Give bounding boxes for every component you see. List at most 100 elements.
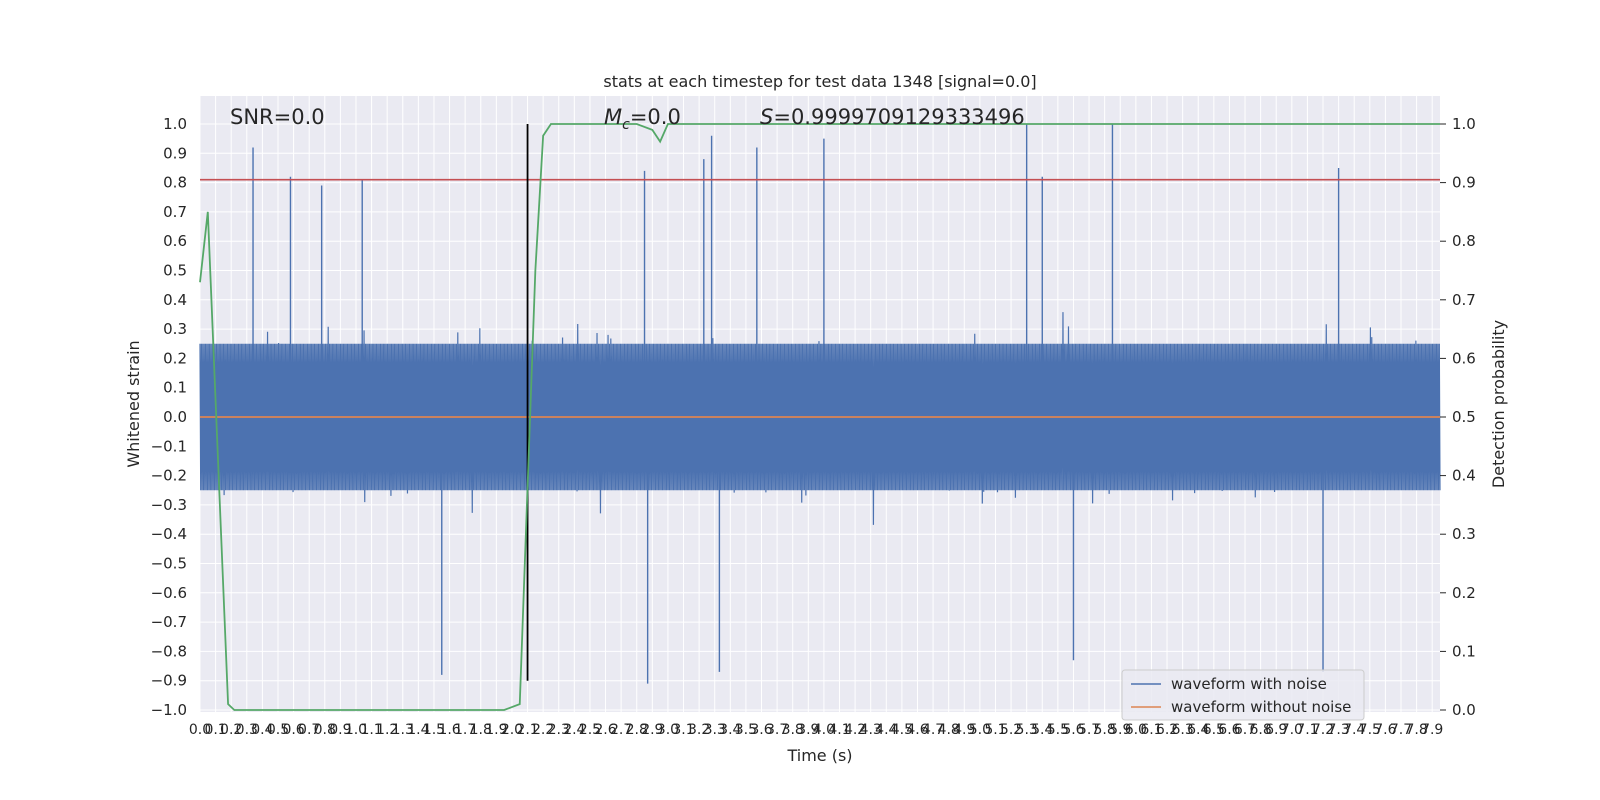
x-tick-label: 3.6 bbox=[750, 722, 772, 738]
x-tick-label: 2.4 bbox=[563, 722, 585, 738]
y-tick-label: 0.4 bbox=[163, 291, 187, 309]
y-right-tick-label: 0.1 bbox=[1452, 642, 1476, 660]
x-tick-label: 0.7 bbox=[298, 722, 320, 738]
x-tick-label: 5.2 bbox=[1000, 722, 1022, 738]
y-tick-label: 0.8 bbox=[163, 174, 187, 192]
y-tick-label: −0.4 bbox=[151, 525, 187, 543]
y-tick-label: −0.8 bbox=[151, 642, 187, 660]
x-tick-label: 1.8 bbox=[470, 722, 492, 738]
x-tick-label: 5.1 bbox=[984, 722, 1006, 738]
legend-label-clean: waveform without noise bbox=[1171, 698, 1351, 716]
s-annotation: S=0.9999709129333496 bbox=[760, 105, 1025, 129]
x-tick-label: 7.3 bbox=[1327, 722, 1349, 738]
chirp-mass-symbol: M bbox=[604, 105, 622, 129]
y-right-tick-label: 0.9 bbox=[1452, 174, 1476, 192]
x-tick-label: 3.2 bbox=[688, 722, 710, 738]
overlays bbox=[199, 123, 1440, 711]
y-tick-label: 0.2 bbox=[163, 349, 187, 367]
x-tick-label: 0.5 bbox=[267, 722, 289, 738]
x-tick-label: 6.1 bbox=[1140, 722, 1162, 738]
x-tick-label: 1.1 bbox=[360, 722, 382, 738]
y-tick-label: −0.1 bbox=[151, 437, 187, 455]
x-tick-label: 2.7 bbox=[610, 722, 632, 738]
y-tick-label: 0.3 bbox=[163, 320, 187, 338]
x-tick-label: 3.3 bbox=[704, 722, 726, 738]
x-tick-label: 0.8 bbox=[314, 722, 336, 738]
x-tick-label: 0.4 bbox=[251, 722, 273, 738]
y-axis-right-label: Detection probability bbox=[1489, 320, 1508, 488]
x-tick-label: 3.7 bbox=[766, 722, 788, 738]
y-tick-label: −0.6 bbox=[151, 584, 187, 602]
x-tick-label: 4.5 bbox=[891, 722, 913, 738]
y-tick-label: −0.7 bbox=[151, 613, 187, 631]
x-tick-label: 0.1 bbox=[204, 722, 226, 738]
x-tick-label: 0.6 bbox=[282, 722, 304, 738]
x-tick-label: 6.6 bbox=[1218, 722, 1240, 738]
x-tick-label: 1.3 bbox=[392, 722, 414, 738]
x-tick-label: 5.3 bbox=[1016, 722, 1038, 738]
x-tick-label: 0.9 bbox=[329, 722, 351, 738]
x-tick-label: 7.1 bbox=[1296, 722, 1318, 738]
y-tick-label: 0.1 bbox=[163, 379, 187, 397]
y-tick-label: 0.7 bbox=[163, 203, 187, 221]
y-right-tick-label: 0.4 bbox=[1452, 467, 1476, 485]
x-tick-label: 4.0 bbox=[813, 722, 835, 738]
x-axis-label: Time (s) bbox=[786, 746, 852, 765]
y-tick-label: −1.0 bbox=[151, 701, 187, 719]
y-right-tick-label: 0.2 bbox=[1452, 584, 1476, 602]
x-tick-label: 5.6 bbox=[1062, 722, 1084, 738]
x-tick-label: 6.5 bbox=[1203, 722, 1225, 738]
y-tick-label: −0.9 bbox=[151, 672, 187, 690]
x-tick-label: 1.9 bbox=[485, 722, 507, 738]
x-tick-label: 7.6 bbox=[1374, 722, 1396, 738]
x-tick-label: 2.1 bbox=[516, 722, 538, 738]
y-right-tick-label: 0.0 bbox=[1452, 701, 1476, 719]
x-tick-label: 2.9 bbox=[641, 722, 663, 738]
x-tick-label: 3.9 bbox=[797, 722, 819, 738]
chirp-mass-value: =0.0 bbox=[630, 105, 681, 129]
x-tick-label: 6.7 bbox=[1234, 722, 1256, 738]
snr-annotation: SNR=0.0 bbox=[230, 105, 325, 129]
x-tick-label: 1.5 bbox=[423, 722, 445, 738]
y-axis-right-ticks: 0.0 0.1 0.2 0.3 0.4 0.5 0.6 0.7 0.8 0.9 1.0 bbox=[1440, 115, 1476, 719]
x-tick-label: 4.8 bbox=[938, 722, 960, 738]
y-tick-label: −0.3 bbox=[151, 496, 187, 514]
y-right-tick-label: 0.5 bbox=[1452, 408, 1476, 426]
chart-title: stats at each timestep for test data 134… bbox=[603, 72, 1036, 91]
x-tick-label: 2.5 bbox=[579, 722, 601, 738]
detection-probability-line bbox=[199, 123, 1440, 711]
x-tick-label: 0.0 bbox=[189, 722, 211, 738]
chirp-mass-subscript: c bbox=[622, 117, 630, 133]
y-axis-label: Whitened strain bbox=[124, 340, 143, 467]
x-tick-label: 5.5 bbox=[1047, 722, 1069, 738]
y-axis-ticks: −1.0 −0.9 −0.8 −0.7 −0.6 −0.5 −0.4 −0.3 −0.2 −0.1… bbox=[151, 115, 187, 719]
x-tick-label: 2.0 bbox=[501, 722, 523, 738]
x-tick-label: 6.4 bbox=[1187, 722, 1209, 738]
x-tick-label: 2.3 bbox=[548, 722, 570, 738]
y-right-tick-label: 0.3 bbox=[1452, 525, 1476, 543]
x-tick-label: 5.4 bbox=[1031, 722, 1053, 738]
x-tick-label: 1.7 bbox=[454, 722, 476, 738]
legend-label-noise: waveform with noise bbox=[1171, 675, 1327, 693]
x-tick-label: 7.0 bbox=[1281, 722, 1303, 738]
x-tick-label: 3.4 bbox=[719, 722, 741, 738]
legend-box bbox=[1121, 669, 1365, 721]
x-tick-label: 4.1 bbox=[828, 722, 850, 738]
y-right-tick-label: 0.7 bbox=[1452, 291, 1476, 309]
x-tick-label: 3.8 bbox=[782, 722, 804, 738]
x-tick-label: 5.0 bbox=[969, 722, 991, 738]
y-right-tick-label: 1.0 bbox=[1452, 115, 1476, 133]
x-tick-label: 2.8 bbox=[626, 722, 648, 738]
x-tick-label: 4.4 bbox=[875, 722, 897, 738]
y-right-tick-label: 0.6 bbox=[1452, 349, 1476, 367]
x-tick-label: 0.3 bbox=[236, 722, 258, 738]
x-tick-label: 6.8 bbox=[1249, 722, 1271, 738]
x-tick-label: 6.9 bbox=[1265, 722, 1287, 738]
x-tick-label: 3.0 bbox=[657, 722, 679, 738]
x-tick-label: 7.5 bbox=[1359, 722, 1381, 738]
x-tick-label: 4.3 bbox=[860, 722, 882, 738]
y-tick-label: −0.2 bbox=[151, 467, 187, 485]
x-tick-label: 7.2 bbox=[1312, 722, 1334, 738]
y-tick-label: −0.5 bbox=[151, 555, 187, 573]
